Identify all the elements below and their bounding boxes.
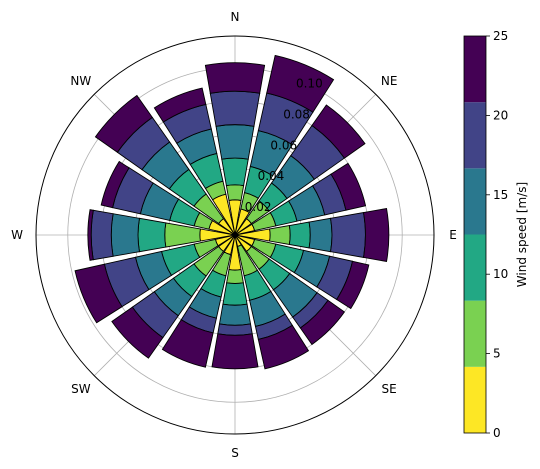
bar-n-bin-2: [221, 157, 249, 187]
direction-label-w: W: [11, 228, 23, 242]
direction-label-e: E: [449, 228, 457, 242]
colorbar-tick-label-3: 15: [493, 188, 508, 202]
direction-label-n: N: [231, 10, 240, 24]
polar-frame: [35, 35, 435, 435]
wind-bars: [74, 54, 390, 370]
bar-w-bin-1: [164, 222, 201, 248]
bar-group-e: [234, 208, 390, 262]
bar-n-bin-4: [209, 90, 261, 127]
bar-ne-bin-5: [311, 104, 366, 159]
bar-group-nne: [234, 54, 335, 236]
bar-s-bin-2: [222, 282, 248, 306]
bar-group-w: [87, 209, 236, 261]
direction-label-se: SE: [382, 382, 397, 396]
bar-e-bin-5: [362, 208, 390, 262]
bar-w-bin-5: [87, 209, 94, 261]
direction-label-ne: NE: [381, 74, 398, 88]
colorbar-segment-5: [464, 36, 486, 103]
bar-nw-bin-5: [94, 94, 153, 153]
bar-group-n: [204, 62, 266, 236]
bar-group-se: [234, 234, 346, 346]
axis-labels: N NE E SE S SW W NW 0.02 0.04 0.06 0.08 0.10: [11, 10, 457, 460]
bar-s-bin-4: [217, 323, 253, 336]
bar-s-bin-1: [226, 269, 244, 284]
colorbar-tick-label-4: 20: [493, 108, 508, 122]
colorbar-tick-label-5: 25: [493, 29, 508, 43]
bar-nne-bin-5: [266, 54, 335, 113]
bar-wnw-bin-5: [100, 160, 130, 209]
colorbar-segment-3: [464, 168, 486, 235]
bar-sse-bin-5: [257, 324, 310, 370]
bar-ese-bin-5: [336, 260, 370, 310]
bar-w-bin-3: [110, 213, 140, 257]
bar-group-wnw: [100, 160, 236, 236]
bar-s-bin-3: [218, 303, 252, 326]
radial-tick-label-1: 0.04: [258, 169, 285, 183]
bar-group-nnw: [153, 87, 236, 236]
bar-s-bin-5: [211, 333, 259, 370]
bar-wsw-bin-5: [74, 263, 123, 324]
bar-group-ssw: [161, 234, 236, 368]
bar-se-bin-5: [299, 299, 346, 346]
bar-ene-bin-5: [330, 162, 367, 211]
bar-group-sw: [111, 234, 236, 359]
bar-w-bin-4: [90, 209, 114, 261]
colorbar-segment-1: [464, 300, 486, 367]
bar-n-bin-3: [215, 124, 255, 160]
direction-label-sw: SW: [71, 382, 91, 396]
bar-group-ne: [234, 104, 366, 236]
bar-nnw-bin-5: [153, 87, 207, 123]
colorbar-segment-4: [464, 102, 486, 169]
bar-group-wsw: [74, 234, 236, 324]
colorbar-label: Wind speed [m/s]: [515, 182, 529, 287]
colorbar-tick-label-0: 0: [493, 426, 501, 440]
bar-sw-bin-5: [111, 306, 164, 359]
colorbar-segment-0: [464, 366, 486, 433]
colorbar-tick-label-1: 5: [493, 347, 501, 361]
bar-group-sse: [234, 234, 310, 370]
colorbar-segment-2: [464, 234, 486, 301]
colorbar-frame: [463, 35, 487, 434]
bar-e-bin-4: [330, 212, 366, 258]
direction-label-s: S: [231, 446, 239, 460]
bar-n-bin-5: [204, 62, 266, 94]
bar-group-ese: [234, 234, 370, 310]
bar-n-bin-1: [225, 184, 245, 201]
colorbar: 0 5 10 15 20 25 Wind speed [m/s]: [463, 29, 529, 440]
radial-tick-label-3: 0.08: [283, 107, 310, 121]
bar-e-bin-1: [269, 224, 291, 246]
radial-tick-label-4: 0.10: [296, 77, 323, 91]
colorbar-tick-label-2: 10: [493, 267, 508, 281]
bar-group-nw: [94, 94, 236, 236]
bar-ssw-bin-5: [161, 319, 214, 368]
bar-group-ene: [234, 162, 367, 236]
radial-tick-label-0: 0.02: [245, 200, 272, 214]
bar-w-bin-2: [137, 217, 167, 253]
bar-e-bin-2: [288, 221, 311, 249]
bar-e-bin-3: [308, 217, 333, 253]
direction-label-nw: NW: [70, 74, 91, 88]
bar-group-s: [211, 234, 259, 370]
radial-tick-label-2: 0.06: [270, 138, 297, 152]
